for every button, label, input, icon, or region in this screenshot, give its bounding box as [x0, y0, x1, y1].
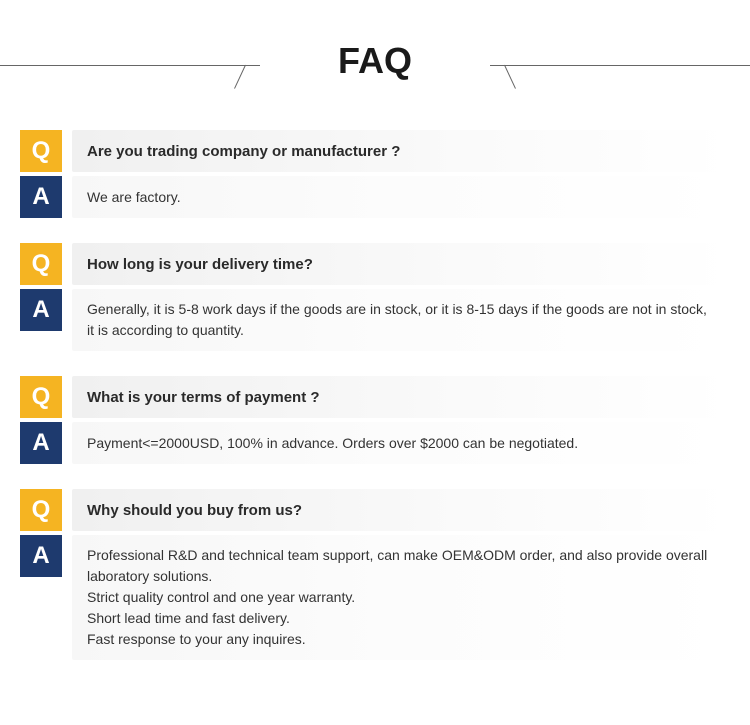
question-text: What is your terms of payment ? [87, 389, 320, 406]
answer-row: A Professional R&D and technical team su… [20, 535, 730, 660]
question-box: What is your terms of payment ? [72, 376, 730, 418]
question-box: How long is your delivery time? [72, 243, 730, 285]
question-row: Q How long is your delivery time? [20, 243, 730, 285]
q-badge: Q [20, 489, 62, 531]
question-box: Are you trading company or manufacturer … [72, 130, 730, 172]
q-badge: Q [20, 130, 62, 172]
header-line-left [0, 65, 260, 66]
answer-text: Professional R&D and technical team supp… [87, 545, 715, 650]
faq-header: FAQ [0, 40, 750, 90]
question-text: Why should you buy from us? [87, 502, 302, 519]
answer-box: Professional R&D and technical team supp… [72, 535, 730, 660]
answer-box: Payment<=2000USD, 100% in advance. Order… [72, 422, 730, 464]
answer-box: Generally, it is 5-8 work days if the go… [72, 289, 730, 351]
a-badge: A [20, 535, 62, 577]
answer-text: Generally, it is 5-8 work days if the go… [87, 299, 715, 341]
header-slash-right [504, 65, 516, 89]
q-badge: Q [20, 243, 62, 285]
header-line-right [490, 65, 750, 66]
page-title: FAQ [318, 40, 432, 82]
question-row: Q Are you trading company or manufacture… [20, 130, 730, 172]
q-badge: Q [20, 376, 62, 418]
header-slash-left [234, 65, 246, 89]
answer-row: A Generally, it is 5-8 work days if the … [20, 289, 730, 351]
faq-item: Q How long is your delivery time? A Gene… [20, 243, 730, 351]
question-row: Q What is your terms of payment ? [20, 376, 730, 418]
answer-text: We are factory. [87, 187, 181, 208]
faq-item: Q Why should you buy from us? A Professi… [20, 489, 730, 660]
a-badge: A [20, 289, 62, 331]
question-text: Are you trading company or manufacturer … [87, 143, 400, 160]
question-row: Q Why should you buy from us? [20, 489, 730, 531]
a-badge: A [20, 422, 62, 464]
faq-list: Q Are you trading company or manufacture… [0, 130, 750, 660]
answer-box: We are factory. [72, 176, 730, 218]
faq-item: Q What is your terms of payment ? A Paym… [20, 376, 730, 464]
question-box: Why should you buy from us? [72, 489, 730, 531]
a-badge: A [20, 176, 62, 218]
answer-text: Payment<=2000USD, 100% in advance. Order… [87, 433, 578, 454]
question-text: How long is your delivery time? [87, 256, 313, 273]
answer-row: A We are factory. [20, 176, 730, 218]
answer-row: A Payment<=2000USD, 100% in advance. Ord… [20, 422, 730, 464]
faq-item: Q Are you trading company or manufacture… [20, 130, 730, 218]
